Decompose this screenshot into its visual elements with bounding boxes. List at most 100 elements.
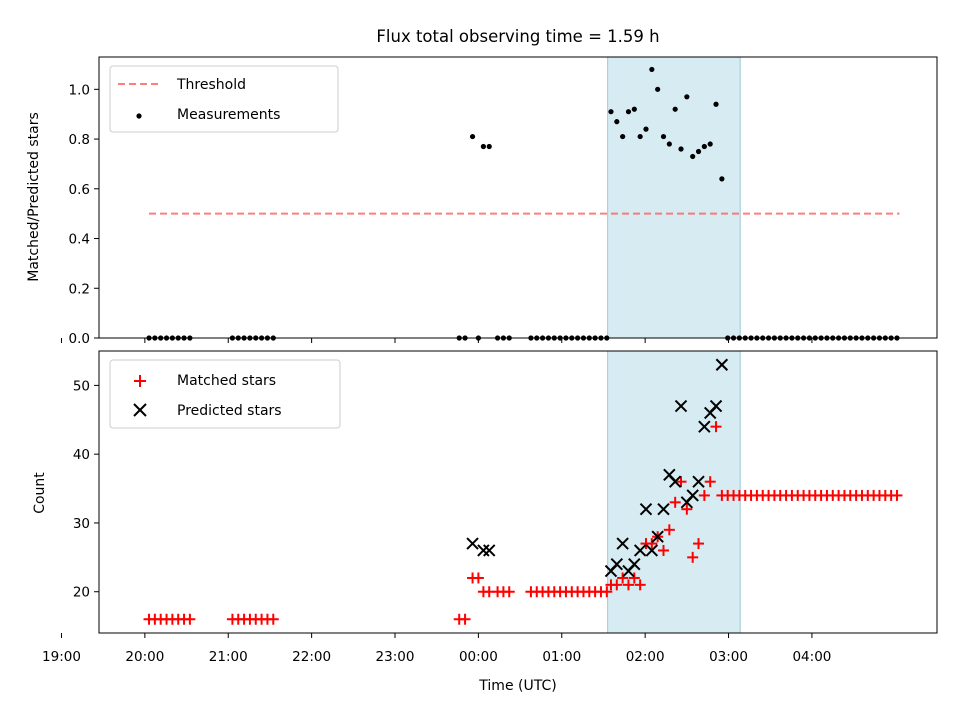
measurement-point bbox=[631, 106, 637, 112]
legend-matched-swatch bbox=[134, 375, 146, 387]
matched-star-marker bbox=[681, 503, 693, 515]
measurement-point bbox=[480, 143, 486, 150]
measurement-point bbox=[655, 86, 661, 92]
predicted-star-marker bbox=[698, 420, 711, 433]
top-ytick-label: 0.4 bbox=[69, 232, 90, 248]
matched-star-marker bbox=[891, 489, 903, 501]
bottom-xtick-label: 20:00 bbox=[125, 649, 164, 665]
top-axes-frame bbox=[98, 56, 938, 339]
predicted-star-marker bbox=[633, 544, 647, 557]
bottom-legend: Matched stars Predicted stars bbox=[109, 359, 341, 429]
bottom-x-axis-label: Time (UTC) bbox=[478, 678, 556, 694]
matched-star-marker bbox=[698, 489, 710, 501]
predicted-star-marker bbox=[483, 544, 496, 557]
measurement-point bbox=[469, 133, 476, 140]
bottom-xtick-label: 22:00 bbox=[292, 649, 331, 665]
measurement-point bbox=[690, 153, 696, 160]
predicted-star-marker bbox=[466, 537, 479, 550]
measurement-point bbox=[678, 146, 684, 152]
top-x-ticks bbox=[60, 338, 813, 343]
bottom-xtick-label: 23:00 bbox=[376, 649, 415, 665]
predicted-star-marker bbox=[657, 502, 670, 516]
legend-matched-label: Matched stars bbox=[177, 373, 276, 389]
predicted-star-marker bbox=[477, 544, 490, 557]
predicted-star-marker bbox=[651, 530, 664, 543]
matched-star-marker bbox=[687, 551, 699, 563]
matched-star-marker bbox=[622, 579, 634, 591]
measurement-point bbox=[649, 66, 655, 73]
measurement-point bbox=[713, 101, 719, 107]
measurement-point bbox=[625, 109, 632, 115]
bottom-panel-star-counts: 20 30 40 50 19:00 20:00 21:00 22:00 23:00 00:00 0… bbox=[32, 350, 938, 694]
bottom-xtick-label: 21:00 bbox=[209, 649, 248, 665]
bottom-xtick-label: 02:00 bbox=[626, 649, 665, 665]
predicted-stars-layer bbox=[466, 358, 729, 578]
bottom-highlight-span-layer bbox=[607, 350, 741, 634]
predicted-star-marker bbox=[645, 544, 659, 557]
bottom-ytick-label: 50 bbox=[73, 378, 90, 394]
matched-star-marker bbox=[628, 572, 640, 584]
matched-star-marker bbox=[611, 579, 623, 591]
bottom-xtick-label: 01:00 bbox=[542, 649, 581, 665]
bottom-legend-box bbox=[109, 359, 341, 429]
matched-star-marker bbox=[617, 572, 629, 584]
measurement-point bbox=[666, 141, 672, 147]
bottom-highlight-span bbox=[607, 350, 741, 634]
measurement-point bbox=[701, 143, 707, 150]
matched-star-marker bbox=[693, 538, 705, 550]
matched-star-marker bbox=[663, 524, 675, 536]
bottom-xtick-label: 19:00 bbox=[42, 649, 81, 665]
predicted-star-marker bbox=[639, 502, 653, 516]
measurement-point bbox=[643, 126, 649, 132]
matched-star-marker bbox=[658, 544, 670, 556]
matched-star-marker bbox=[646, 538, 658, 550]
matched-stars-layer bbox=[143, 421, 903, 625]
predicted-star-marker bbox=[715, 358, 729, 371]
measurement-point bbox=[707, 141, 713, 147]
measurement-point bbox=[637, 133, 643, 140]
legend-predicted-label: Predicted stars bbox=[177, 403, 282, 419]
top-ytick-label: 0.2 bbox=[69, 281, 90, 297]
measurement-point bbox=[660, 133, 667, 140]
top-highlight-span-layer bbox=[607, 56, 741, 339]
top-ytick-label: 0.6 bbox=[69, 182, 90, 198]
matched-star-marker bbox=[710, 421, 722, 433]
predicted-star-marker bbox=[668, 475, 682, 488]
measurement-point bbox=[719, 176, 725, 182]
top-y-axis-label: Matched/Predicted stars bbox=[26, 112, 42, 282]
matched-star-marker bbox=[459, 613, 471, 625]
predicted-star-marker bbox=[674, 399, 688, 413]
top-legend-box bbox=[109, 65, 339, 133]
legend-predicted-swatch bbox=[133, 403, 147, 417]
bottom-y-axis-label: Count bbox=[32, 472, 48, 514]
matched-star-marker bbox=[184, 613, 196, 625]
top-ytick-label: 0.8 bbox=[69, 132, 90, 148]
bottom-axes-frame bbox=[98, 350, 938, 634]
legend-measurements-label: Measurements bbox=[177, 107, 280, 123]
predicted-star-marker bbox=[686, 489, 699, 502]
predicted-star-marker bbox=[610, 558, 624, 571]
bottom-xtick-label: 03:00 bbox=[709, 649, 748, 665]
bottom-xtick-label: 00:00 bbox=[459, 649, 498, 665]
measurement-point bbox=[672, 106, 678, 112]
legend-measurements-swatch bbox=[136, 113, 142, 119]
matched-star-marker bbox=[675, 476, 687, 488]
top-ytick-label: 0.0 bbox=[69, 331, 90, 347]
top-panel-flux-ratio: 0.0 0.2 0.4 0.6 0.8 1.0 Flux total observing … bbox=[26, 27, 938, 347]
measurement-point bbox=[695, 148, 702, 155]
matched-star-marker bbox=[669, 496, 681, 508]
predicted-star-marker bbox=[709, 399, 723, 413]
bottom-ytick-label: 30 bbox=[73, 516, 90, 532]
measurement-point bbox=[684, 94, 690, 100]
bottom-ytick-label: 20 bbox=[73, 585, 90, 601]
matched-star-marker bbox=[634, 579, 646, 591]
top-chart-title: Flux total observing time = 1.59 h bbox=[376, 27, 659, 46]
measurement-point bbox=[614, 119, 620, 125]
predicted-star-marker bbox=[616, 537, 629, 550]
matched-star-marker bbox=[601, 586, 613, 598]
measurement-point bbox=[486, 143, 492, 150]
predicted-star-marker bbox=[692, 475, 705, 488]
matched-star-marker bbox=[503, 586, 515, 598]
top-legend: Threshold Measurements bbox=[109, 65, 339, 133]
